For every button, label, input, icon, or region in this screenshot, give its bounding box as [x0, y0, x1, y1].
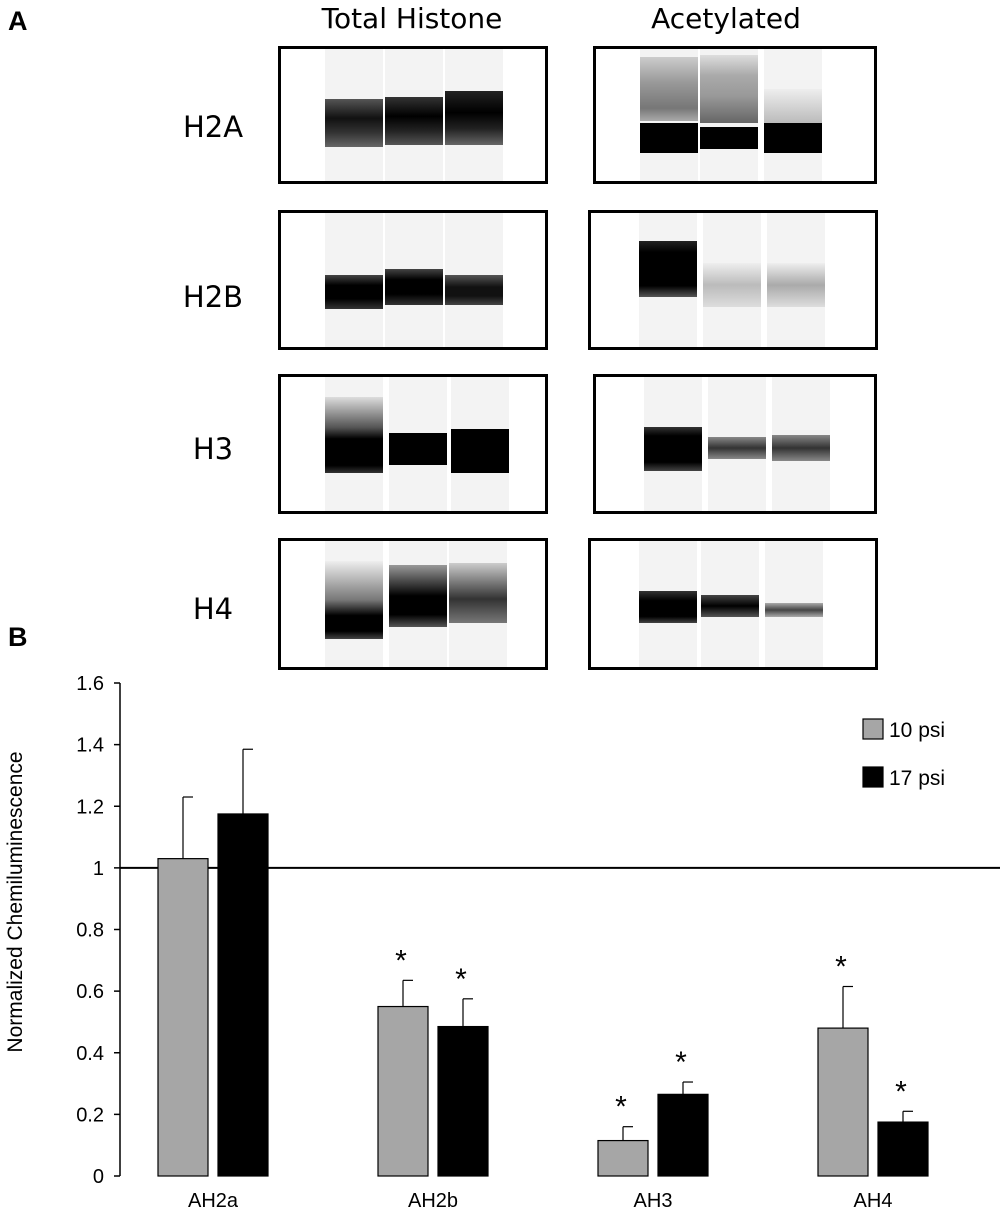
y-tick-label: 0.6	[76, 981, 104, 1003]
significance-star: *	[395, 944, 407, 977]
column-title-acetylated: Acetylated	[651, 2, 801, 35]
row-label-h3: H3	[192, 432, 234, 466]
significance-star: *	[455, 963, 467, 996]
x-tick-label: AH3	[634, 1190, 673, 1212]
blot-h2b-total	[278, 210, 548, 350]
row-label-h2b: H2B	[182, 280, 244, 314]
blot-h4-acetylated	[588, 538, 878, 670]
significance-star: *	[675, 1046, 687, 1079]
x-tick-label: AH4	[854, 1190, 893, 1212]
y-tick-label: 0.8	[76, 920, 104, 942]
panel-a-letter: A	[8, 6, 28, 36]
legend-swatch	[862, 718, 884, 740]
panel-b-letter: B	[8, 622, 28, 652]
legend-swatch	[862, 766, 884, 788]
row-label-h2a: H2A	[182, 110, 244, 144]
bar	[217, 813, 269, 1177]
bar-chart: Normalized Chemiluminescence 0 0.2 0.4 0.6 0…	[4, 673, 1000, 1212]
legend-label: 17 psi	[889, 767, 945, 790]
x-tick-label: AH2b	[408, 1190, 458, 1212]
significance-star: *	[835, 951, 847, 984]
bar	[157, 858, 209, 1177]
blot-h2a-total	[278, 46, 548, 184]
legend-label: 10 psi	[889, 719, 945, 742]
y-tick-label: 0	[93, 1166, 104, 1188]
blot-h3-total	[278, 374, 548, 514]
x-tick-label: AH2a	[188, 1190, 239, 1212]
blot-h4-total	[278, 538, 548, 670]
y-tick-label: 1	[93, 858, 104, 880]
bar	[437, 1025, 489, 1177]
bar	[657, 1093, 709, 1177]
bar	[817, 1027, 869, 1177]
y-tick-label: 1.2	[76, 796, 104, 818]
blot-h2b-acetylated	[588, 210, 878, 350]
bar	[877, 1121, 929, 1177]
bar	[377, 1005, 429, 1177]
column-title-total-histone: Total Histone	[321, 2, 503, 35]
bar	[597, 1139, 649, 1177]
y-tick-label: 1.4	[76, 735, 104, 757]
blot-h3-acetylated	[593, 374, 877, 514]
y-tick-label: 0.2	[76, 1104, 104, 1126]
y-tick-label: 0.4	[76, 1043, 104, 1065]
y-axis-label: Normalized Chemiluminescence	[4, 751, 27, 1052]
y-tick-label: 1.6	[76, 673, 104, 695]
significance-star: *	[895, 1075, 907, 1108]
significance-star: *	[615, 1091, 627, 1124]
row-label-h4: H4	[192, 592, 234, 626]
blot-h2a-acetylated	[593, 46, 877, 184]
